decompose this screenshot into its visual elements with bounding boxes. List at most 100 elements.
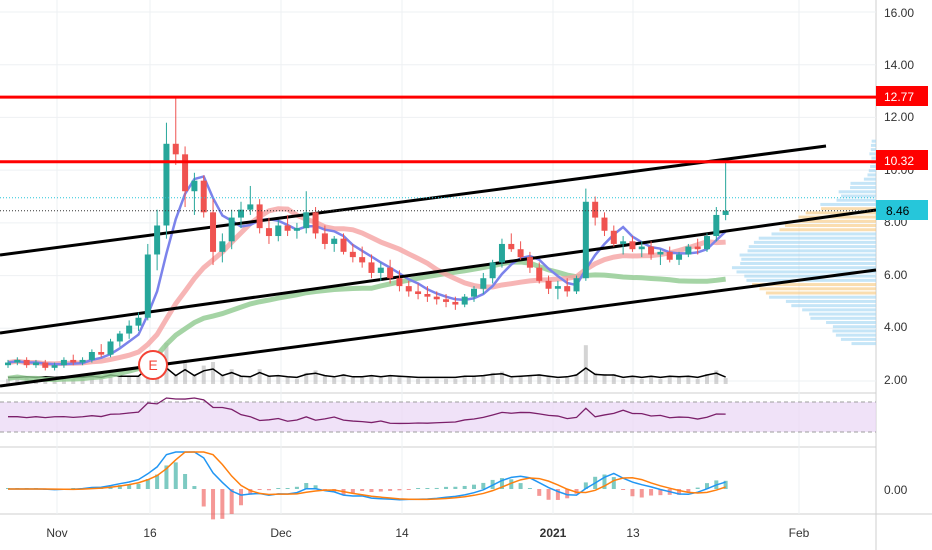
candle-body [201, 181, 207, 213]
volume-profile-bar [810, 317, 876, 320]
candle-body [14, 360, 20, 363]
candle-body [163, 144, 169, 226]
volume-bar [556, 379, 560, 384]
volume-profile-bar [809, 313, 876, 316]
macd-histogram-bar [425, 488, 429, 489]
macd-pane [6, 452, 728, 519]
candle-body [257, 204, 263, 228]
volume-bar [136, 376, 140, 384]
candle-body [452, 302, 458, 305]
volume-bar [127, 376, 131, 384]
candle-body [518, 249, 524, 257]
price-tick: 16.00 [884, 6, 914, 20]
macd-histogram-bar [239, 489, 243, 505]
volume-profile-bar [769, 296, 876, 299]
volume-bar [211, 362, 215, 384]
time-tick: Nov [46, 526, 67, 540]
candle-body [80, 360, 86, 363]
macd-histogram-bar [174, 462, 178, 489]
candle-body [396, 278, 402, 286]
volume-profile-bar [802, 308, 876, 311]
candle-body [294, 228, 300, 231]
volume-bar [519, 376, 523, 384]
candle-body [350, 252, 356, 257]
earnings-marker-label: E [148, 357, 157, 373]
price-tick: 12.00 [884, 110, 914, 124]
candle-body [42, 363, 48, 368]
volume-profile-bar [850, 182, 876, 185]
volume-profile-bar [871, 148, 876, 151]
macd-histogram-bar [696, 488, 700, 489]
volume-bars [6, 343, 728, 384]
volume-profile-bar [785, 224, 876, 227]
candle-body [191, 181, 197, 192]
volume-bar [99, 379, 103, 384]
volume-profile-bar [826, 321, 876, 324]
volume-bar [444, 379, 448, 384]
candle-body [406, 286, 412, 291]
macd-histogram-bar [388, 489, 392, 491]
candle-body [601, 218, 607, 231]
volume-bar [696, 379, 700, 384]
candle-body [285, 225, 291, 230]
volume-bar [332, 378, 336, 384]
candle-body [499, 244, 505, 262]
time-tick: 13 [626, 526, 640, 540]
volume-bar [584, 345, 588, 384]
candle-body [555, 286, 561, 289]
candle-body [629, 241, 635, 249]
macd-tick: 0.00 [884, 483, 908, 497]
volume-profile-bar [786, 300, 876, 303]
price-axis[interactable]: 16.00 14.00 12.00 10.00 8.00 6.00 4.00 2… [884, 6, 914, 497]
macd-histogram-bar [136, 484, 140, 489]
time-tick: Dec [270, 526, 291, 540]
macd-histogram-bar [192, 486, 196, 489]
volume-bar [397, 376, 401, 384]
volume-bar [509, 378, 513, 384]
price-tick: 6.00 [884, 268, 908, 282]
volume-bar [174, 375, 178, 384]
candle-body [341, 239, 347, 252]
candle-body [108, 341, 114, 354]
volume-bar [183, 363, 187, 384]
price-grid [0, 0, 876, 514]
candle-body [648, 247, 654, 255]
volume-bar [407, 378, 411, 384]
candle-body [275, 225, 281, 236]
channel-lines [0, 146, 876, 386]
volume-bar [230, 369, 234, 384]
volume-bar [267, 376, 271, 384]
volume-profile-bar [839, 190, 876, 193]
volume-bar [295, 379, 299, 384]
volume-profile-bar [867, 173, 876, 176]
macd-histogram-bar [435, 488, 439, 489]
price-tick: 4.00 [884, 320, 908, 334]
candle-body [117, 334, 123, 342]
macd-histogram-bar [640, 489, 644, 498]
macd-histogram-bar [528, 488, 532, 489]
volume-profile-bar [871, 144, 876, 147]
time-tick: Feb [789, 526, 810, 540]
candle-body [480, 278, 486, 289]
macd-histogram-bar [547, 489, 551, 500]
candle-body [182, 154, 188, 191]
candle-body [229, 218, 235, 242]
volume-bar [621, 379, 625, 384]
time-axis[interactable]: Nov 16 Dec 14 2021 13 Feb [46, 526, 809, 540]
candle-body [723, 211, 729, 215]
macd-histogram-bar [407, 489, 411, 490]
earnings-marker[interactable]: E [139, 351, 167, 379]
candle-body [5, 363, 11, 366]
volume-bar [724, 378, 728, 384]
candle-body [89, 352, 95, 360]
volume-bar [220, 375, 224, 384]
volume-profile-bar [740, 254, 876, 257]
volume-bar [379, 378, 383, 384]
volume-profile-bar [759, 287, 876, 290]
macd-histogram-bar [649, 489, 653, 496]
volume-profile-bar [744, 275, 876, 278]
candle-body [98, 352, 104, 355]
candle-body [564, 286, 570, 291]
macd-histogram-bar [286, 488, 290, 489]
